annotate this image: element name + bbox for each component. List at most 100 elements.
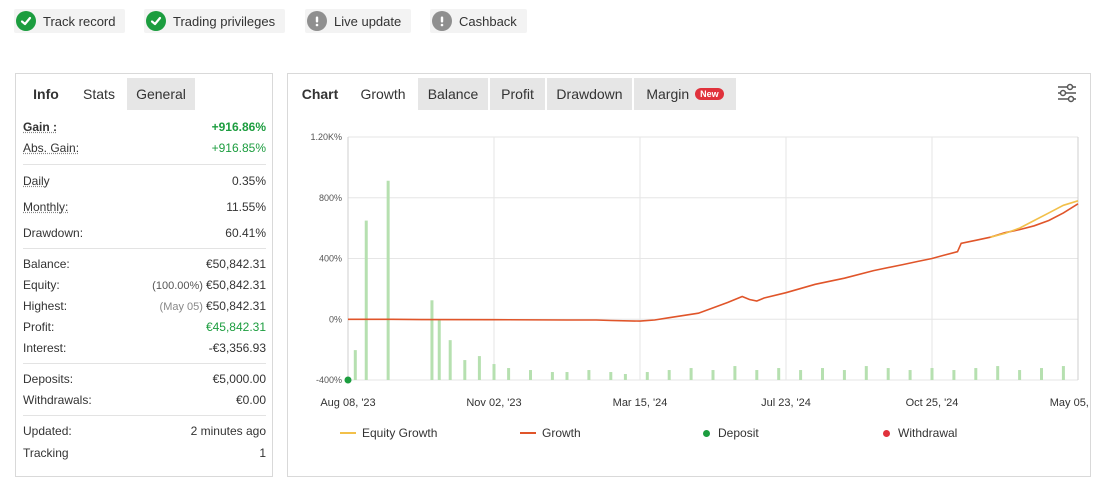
stat-value: 2 minutes ago: [190, 423, 266, 438]
checkmark-icon: [146, 11, 166, 31]
bar: [711, 370, 715, 380]
bar: [667, 370, 671, 380]
badge-label: Live update: [334, 13, 402, 29]
badge-cashback[interactable]: Cashback: [430, 9, 527, 33]
bar: [492, 364, 496, 380]
stat-label: Deposits:: [23, 371, 74, 386]
stat-label: Withdrawals:: [23, 392, 92, 407]
stat-label[interactable]: Abs. Gain:: [23, 140, 80, 155]
bar: [645, 372, 649, 380]
series-line: [348, 203, 1079, 322]
bar: [842, 370, 846, 380]
bar: [477, 356, 481, 380]
stat-label[interactable]: Daily: [23, 173, 50, 188]
divider: [23, 415, 266, 416]
bar: [886, 368, 890, 380]
bar: [689, 368, 693, 380]
bar: [463, 360, 467, 380]
deposit-point: [344, 376, 352, 384]
bar: [864, 366, 868, 380]
stat-value: 0.35%: [231, 173, 266, 188]
y-tick-label: -400%: [316, 375, 342, 385]
bar: [821, 368, 824, 380]
stat-deposits: Deposits: €5,000.00: [23, 368, 266, 389]
badge-trading-privileges[interactable]: Trading privileges: [144, 9, 286, 33]
stat-value: 11.55%: [226, 199, 266, 214]
bar: [550, 372, 554, 380]
legend-deposit[interactable]: Deposit: [703, 426, 759, 440]
bar: [908, 370, 912, 380]
stat-tracking: Tracking 1: [23, 442, 266, 463]
tab-info[interactable]: Info: [21, 78, 71, 110]
tab-balance[interactable]: Balance: [418, 78, 488, 110]
chart-panel: Chart Growth Balance Profit Drawdown Mar…: [287, 73, 1092, 477]
stat-value: 1: [259, 445, 266, 460]
legend-swatch: [340, 432, 356, 434]
bar: [437, 320, 441, 380]
badge-track-record[interactable]: Track record: [14, 9, 126, 33]
stat-value: €0.00: [235, 392, 266, 407]
tab-chart[interactable]: Chart: [292, 78, 348, 110]
y-tick-label: 400%: [319, 254, 342, 264]
stat-value: 60.41%: [225, 225, 266, 240]
bar: [974, 368, 978, 380]
chart-legend: Equity Growth Growth Deposit Withdrawal: [288, 426, 1092, 446]
stat-prefix: (100.00%): [152, 279, 203, 292]
x-tick-label: Mar 15, '24: [613, 397, 668, 409]
bar: [777, 368, 781, 380]
tab-growth[interactable]: Growth: [350, 78, 416, 110]
stat-balance: Balance: €50,842.31: [23, 253, 266, 274]
stat-value-wrap: (100.00%) €50,842.31: [152, 278, 266, 292]
series-line: [990, 200, 1079, 238]
badge-label: Cashback: [459, 13, 517, 29]
bar: [529, 370, 532, 380]
stats-list: Gain : +916.86% Abs. Gain: +916.85% Dail…: [23, 114, 266, 463]
legend-withdrawal[interactable]: Withdrawal: [883, 426, 957, 440]
exclamation-icon: [307, 11, 327, 31]
stat-value: +916.86%: [211, 119, 266, 134]
stat-withdrawals: Withdrawals: €0.00: [23, 389, 266, 410]
bar: [930, 368, 934, 380]
bar: [448, 340, 452, 380]
tab-stats[interactable]: Stats: [73, 78, 125, 110]
tab-margin[interactable]: Margin New: [634, 78, 736, 110]
stat-value: +916.85%: [211, 140, 266, 155]
x-tick-label: Oct 25, '24: [906, 397, 959, 409]
stat-interest: Interest: -€3,356.93: [23, 337, 266, 358]
stat-monthly: Monthly: 11.55%: [23, 196, 266, 217]
stat-equity: Equity: (100.00%) €50,842.31: [23, 274, 266, 295]
legend-label: Equity Growth: [362, 426, 438, 440]
stat-label: Updated:: [23, 423, 72, 438]
stat-label[interactable]: Monthly:: [23, 199, 69, 214]
stat-abs-gain: Abs. Gain: +916.85%: [23, 137, 266, 158]
tab-drawdown[interactable]: Drawdown: [547, 78, 632, 110]
bar: [587, 370, 591, 380]
bar: [386, 180, 390, 380]
stat-value: €50,842.31: [205, 298, 266, 313]
badge-live-update[interactable]: Live update: [305, 9, 412, 33]
bar: [733, 366, 737, 380]
legend-swatch: [883, 429, 890, 437]
stat-label: Tracking: [23, 445, 69, 460]
legend-equity-growth[interactable]: Equity Growth: [340, 426, 437, 440]
tab-profit[interactable]: Profit: [490, 78, 545, 110]
stat-updated: Updated: 2 minutes ago: [23, 420, 266, 441]
legend-growth[interactable]: Growth: [520, 426, 581, 440]
bar: [609, 372, 613, 380]
stat-prefix: (May 05): [159, 300, 203, 313]
badge-label: Trading privileges: [173, 13, 276, 29]
new-badge: New: [695, 88, 724, 100]
growth-chart[interactable]: 1.20K% 800% 400% 0% -400% Aug 08, '23 Nov 02, …: [288, 114, 1092, 474]
y-tick-label: 0%: [329, 314, 342, 324]
sliders-icon[interactable]: [1056, 82, 1078, 104]
stat-gain: Gain : +916.86%: [23, 116, 266, 137]
tab-general[interactable]: General: [127, 78, 195, 110]
bar: [755, 370, 759, 380]
stat-label[interactable]: Gain :: [23, 119, 58, 134]
y-tick-label: 1.20K%: [310, 132, 342, 142]
stat-label: Profit:: [23, 319, 55, 334]
stat-profit: Profit: €45,842.31: [23, 316, 266, 337]
checkmark-icon: [16, 11, 36, 31]
stat-value: €5,000.00: [212, 371, 266, 386]
stat-label: Highest:: [23, 298, 68, 313]
